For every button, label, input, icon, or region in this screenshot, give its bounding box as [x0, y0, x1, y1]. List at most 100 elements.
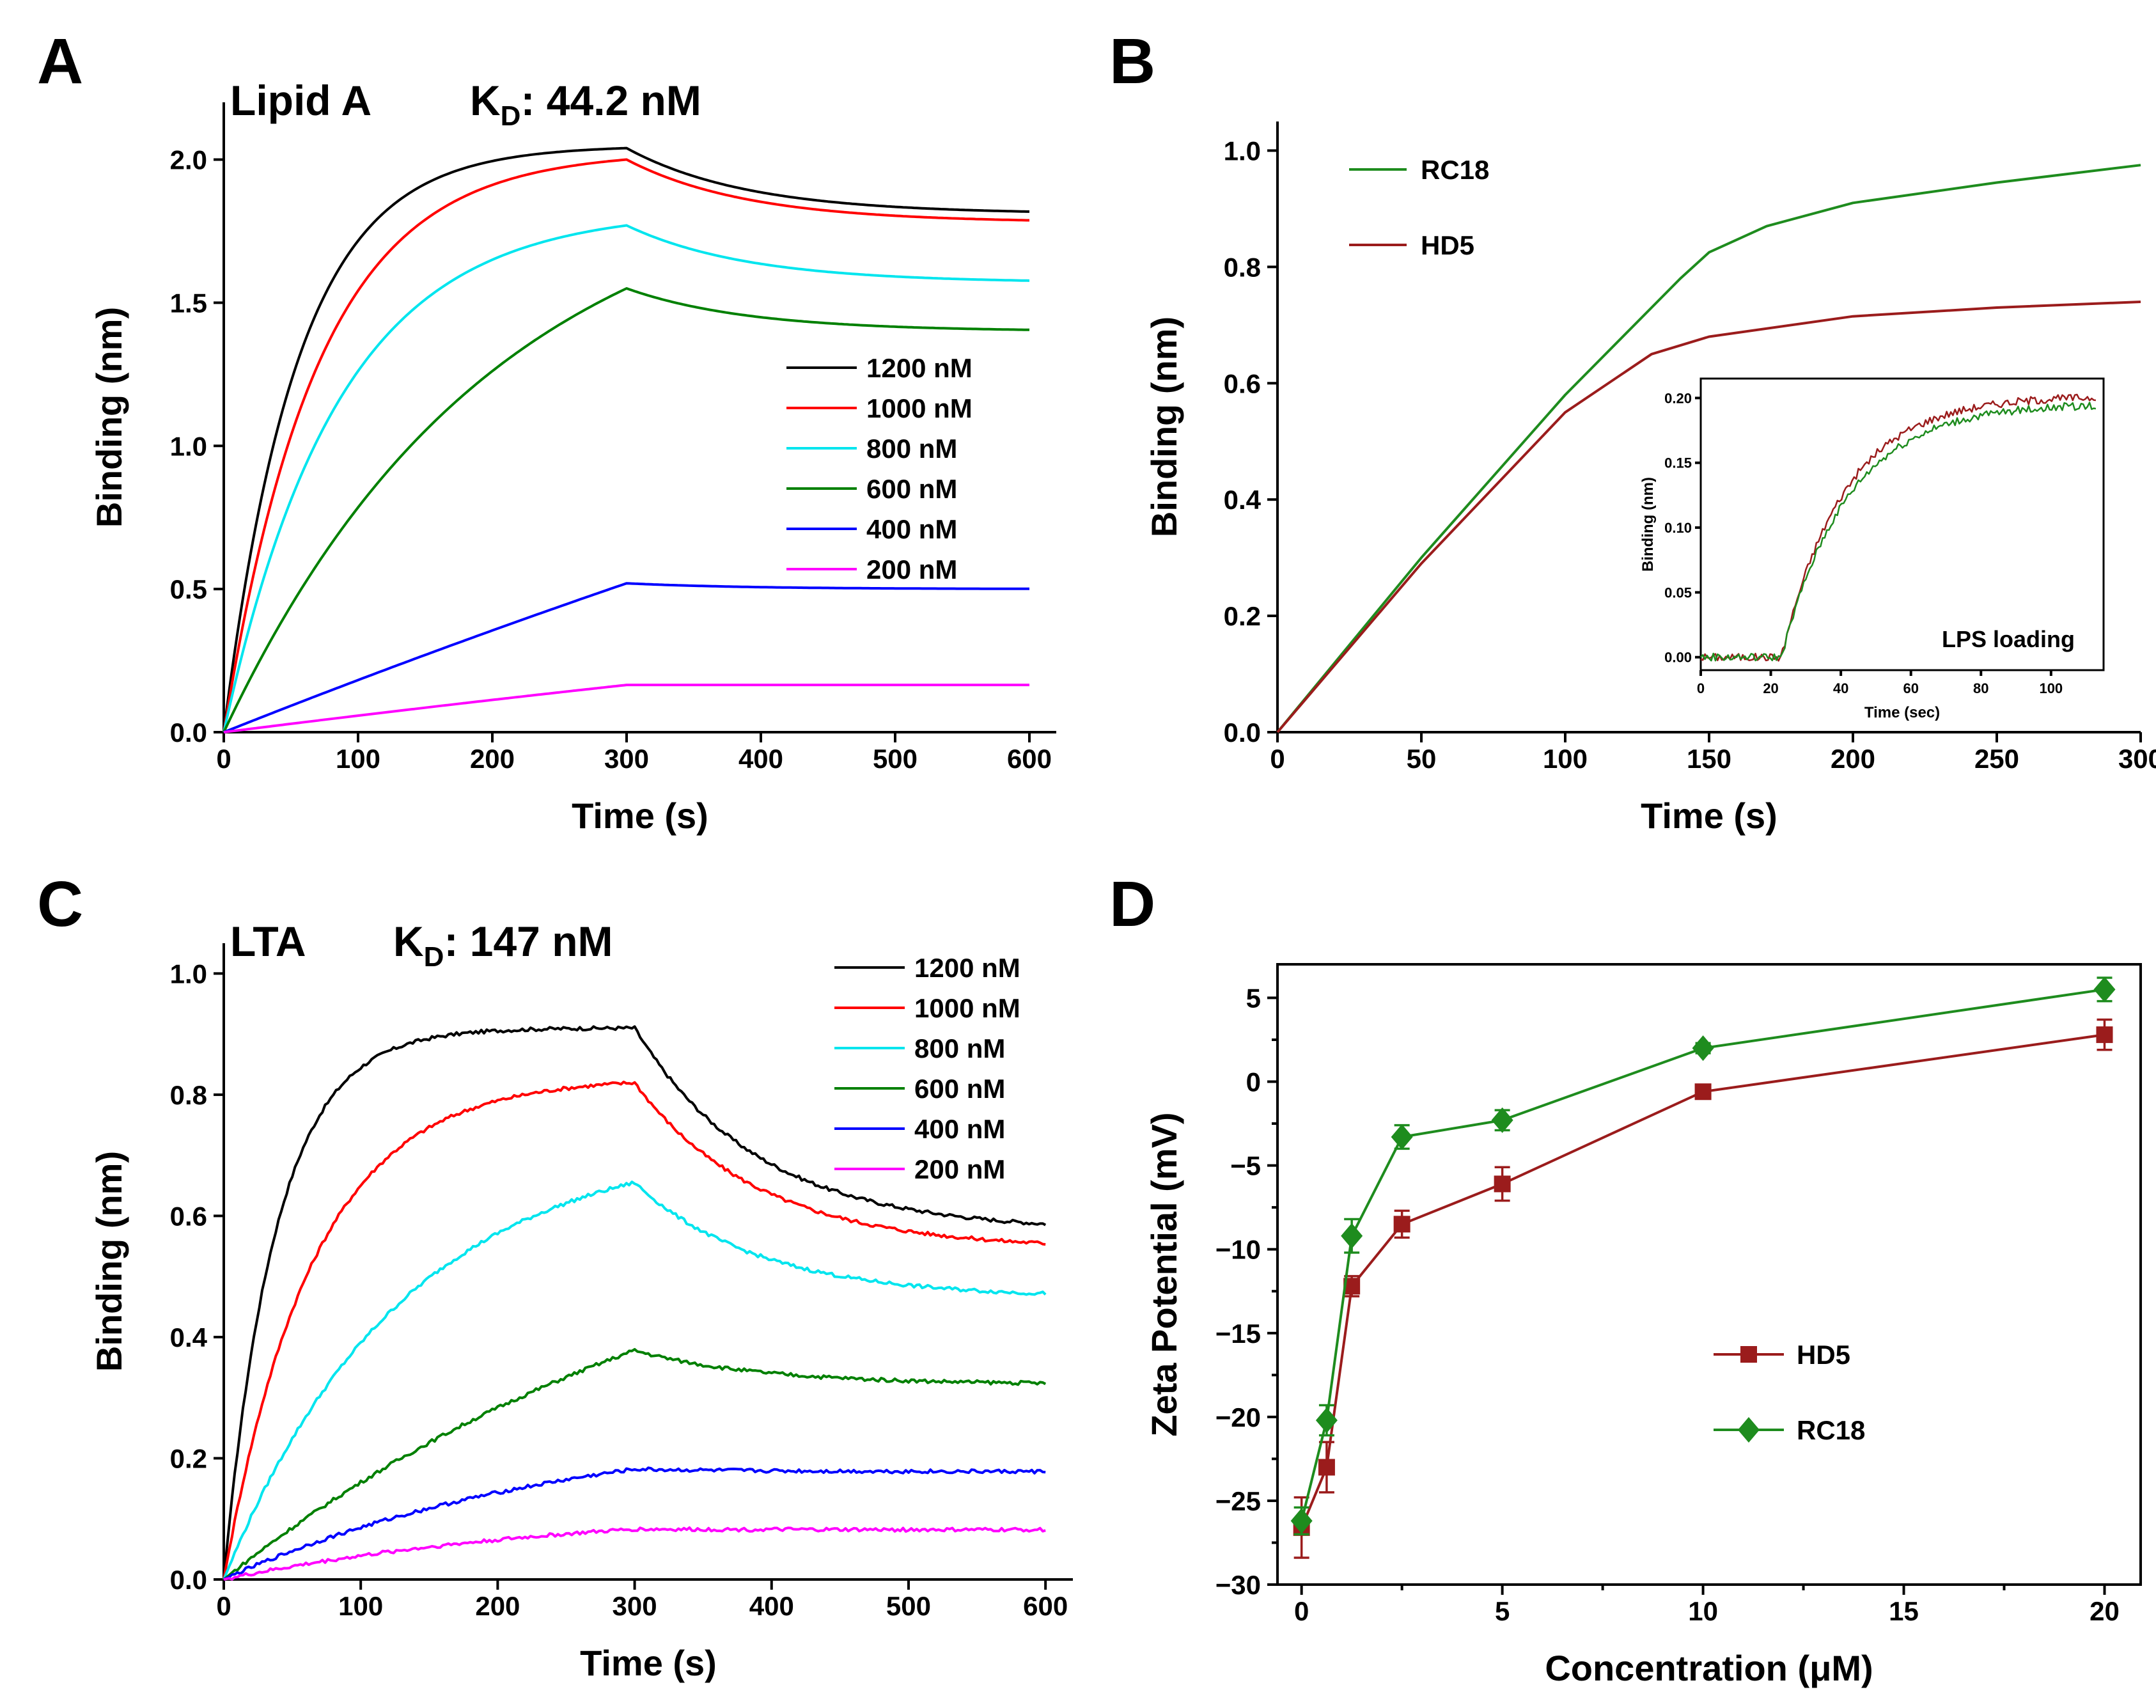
inset-x-label: Time (sec): [1864, 704, 1940, 721]
c-x-tick-label: 600: [1023, 1591, 1068, 1621]
a-title: Lipid A: [230, 77, 371, 124]
d-y-label: Zeta Potential (mV): [1144, 1112, 1184, 1436]
c-legend-label: 1000 nM: [914, 993, 1020, 1023]
a-series-line: [223, 146, 1029, 733]
panel-c: C 0 100 200 300 400 500 600 0.0 0.2 0.4 0.6 0.8 1.0 LT…: [37, 868, 1073, 1683]
b-series-line: [1276, 301, 2141, 733]
c-y-tick-label: 0.8: [170, 1080, 207, 1110]
a-kd-label: KD: 44.2 nM: [470, 77, 701, 132]
inset-y-label: Binding (nm): [1639, 477, 1657, 572]
inset-y-tick-label: 0.15: [1664, 455, 1692, 471]
b-x-tick-label: 100: [1543, 744, 1588, 774]
d-legend-label: RC18: [1797, 1415, 1865, 1445]
d-data-point: [1290, 1508, 1313, 1534]
d-data-point: [1318, 1459, 1335, 1476]
a-x-tick-label: 500: [873, 744, 918, 774]
a-y-tick-label: 0.0: [170, 717, 207, 748]
c-series-line: [223, 1180, 1047, 1580]
d-data-point: [1315, 1407, 1338, 1434]
c-legend-label: 800 nM: [914, 1033, 1005, 1063]
inset-y-tick-label: 0.00: [1664, 650, 1692, 666]
c-y-tick-label: 0.2: [170, 1443, 207, 1473]
c-series-line: [223, 1348, 1047, 1581]
inset-frame: [1699, 377, 2105, 671]
c-y-tick-label: 0.6: [170, 1201, 207, 1231]
a-x-label: Time (s): [572, 795, 708, 836]
c-y-label: Binding (nm): [89, 1151, 129, 1372]
d-y-tick-label: −30: [1215, 1570, 1261, 1600]
c-x-tick-label: 500: [886, 1591, 931, 1621]
b-x-tick-label: 0: [1270, 744, 1285, 774]
d-x-tick-label: 20: [2090, 1596, 2120, 1626]
c-kd-value: : 147 nM: [444, 918, 613, 965]
b-y-label: Binding (nm): [1144, 317, 1184, 537]
d-x-tick-label: 15: [1889, 1596, 1919, 1626]
c-legend-label: 1200 nM: [914, 953, 1020, 983]
a-x-tick-label: 100: [336, 744, 380, 774]
d-x-tick-label: 0: [1294, 1596, 1309, 1626]
c-legend-label: 600 nM: [914, 1074, 1005, 1104]
a-kd-k: K: [470, 77, 501, 124]
b-x-label: Time (s): [1641, 795, 1777, 836]
d-series-line: [1300, 988, 2105, 1521]
d-legend-marker: [1738, 1417, 1760, 1443]
a-series-line: [223, 287, 1030, 733]
b-y-tick-label: 0.4: [1224, 485, 1262, 515]
inset-series-line: [1700, 402, 2097, 662]
d-data-point: [1391, 1124, 1413, 1150]
d-series-line: [1300, 1033, 2105, 1528]
inset-series-line: [1700, 393, 2097, 662]
a-x-tick-label: 400: [738, 744, 783, 774]
b-x-tick-label: 200: [1831, 744, 1875, 774]
d-data-point: [2096, 1026, 2113, 1044]
inset-y-tick-label: 0.05: [1664, 584, 1692, 600]
inset-x-tick-label: 80: [1973, 680, 1988, 696]
a-kd-value: : 44.2 nM: [520, 77, 701, 124]
a-x-tick-label: 600: [1007, 744, 1052, 774]
d-legend-label: HD5: [1797, 1340, 1850, 1370]
b-y-tick-label: 0.2: [1224, 601, 1261, 631]
inset-y-tick-label: 0.10: [1664, 520, 1692, 536]
a-legend-label: 1200 nM: [866, 353, 973, 383]
a-panel-letter: A: [37, 26, 83, 97]
inset-annotation: LPS loading: [1942, 626, 2075, 652]
d-x-tick-label: 10: [1688, 1596, 1718, 1626]
a-legend-label: 200 nM: [866, 554, 957, 584]
inset-x-tick-label: 40: [1833, 680, 1848, 696]
d-data-point: [1341, 1223, 1363, 1249]
a-y-tick-label: 1.5: [170, 288, 207, 318]
c-x-tick-label: 300: [613, 1591, 657, 1621]
d-data-point: [2093, 976, 2116, 1003]
c-series-line: [223, 1526, 1046, 1581]
c-x-label: Time (s): [580, 1643, 717, 1683]
c-title: LTA: [230, 918, 306, 965]
d-y-tick-label: 0: [1246, 1067, 1261, 1097]
c-kd-label: KD: 147 nM: [393, 918, 613, 973]
a-legend-label: 1000 nM: [866, 393, 973, 423]
inset-x-tick-label: 60: [1903, 680, 1918, 696]
c-x-tick-label: 200: [475, 1591, 520, 1621]
d-y-tick-label: 5: [1246, 983, 1261, 1013]
d-y-tick-label: −10: [1215, 1235, 1261, 1265]
c-y-tick-label: 0.0: [170, 1565, 207, 1595]
a-y-tick-label: 2.0: [170, 145, 207, 175]
d-y-tick-label: −15: [1215, 1319, 1261, 1349]
panel-d: D 0 5 10 15 20 −30 −25 −20 −15 −10 −5 0 5 HD5 RC18 Conce…: [1109, 868, 2142, 1688]
d-data-point: [1694, 1083, 1712, 1101]
c-y-tick-label: 1.0: [170, 959, 207, 989]
d-y-tick-label: −25: [1215, 1486, 1261, 1516]
d-data-point: [1491, 1107, 1513, 1133]
b-x-tick-label: 250: [1974, 744, 2019, 774]
d-y-tick-label: −20: [1215, 1402, 1261, 1432]
b-panel-letter: B: [1109, 26, 1155, 97]
c-legend-label: 400 nM: [914, 1114, 1005, 1144]
a-y-tick-label: 1.0: [170, 431, 207, 461]
a-x-tick-label: 0: [216, 744, 231, 774]
panel-b: B0 50 100 150 200 250 3000.00.20.40.60.81.0RC1…: [1109, 26, 2156, 836]
c-y-tick-label: 0.4: [170, 1322, 208, 1352]
inset-x-tick-label: 20: [1763, 680, 1778, 696]
c-legend-label: 200 nM: [914, 1154, 1005, 1184]
a-legend-label: 800 nM: [866, 434, 957, 464]
a-y-tick-label: 0.5: [170, 574, 207, 604]
b-x-tick-label: 300: [2118, 744, 2156, 774]
